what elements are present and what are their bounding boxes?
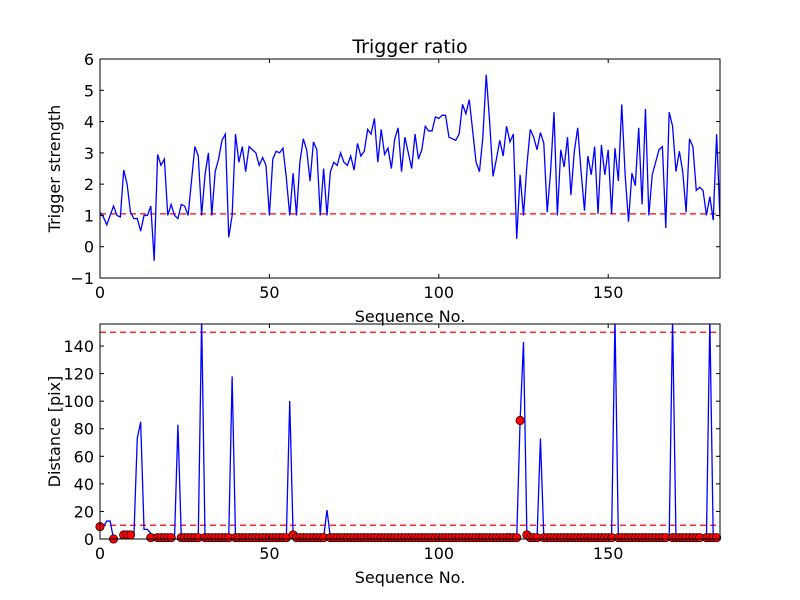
x-axis-label: Sequence No. bbox=[355, 568, 466, 587]
data-point-marker bbox=[166, 533, 176, 543]
y-tick-label: −1 bbox=[70, 269, 94, 288]
plot-frame bbox=[99, 323, 721, 540]
data-point-marker bbox=[712, 533, 722, 543]
y-tick-label: 1 bbox=[84, 206, 94, 225]
y-tick-label: 5 bbox=[84, 81, 94, 100]
y-tick-label: 0 bbox=[84, 530, 94, 549]
data-point-marker bbox=[515, 415, 525, 426]
y-tick-label: 140 bbox=[63, 337, 94, 356]
y-tick-label: 100 bbox=[63, 392, 94, 411]
y-tick-label: 60 bbox=[74, 447, 94, 466]
chart-title: Trigger ratio bbox=[351, 36, 467, 58]
y-tick-label: 120 bbox=[63, 365, 94, 384]
y-axis-label: Distance [pix] bbox=[45, 376, 64, 488]
x-tick-label: 0 bbox=[95, 283, 105, 302]
data-point-marker bbox=[125, 530, 136, 540]
x-tick-label: 150 bbox=[593, 283, 624, 302]
y-axis-label: Trigger strength bbox=[45, 105, 64, 234]
plot-area bbox=[100, 74, 720, 261]
x-tick-label: 0 bbox=[95, 544, 105, 563]
y-tick-label: 2 bbox=[84, 175, 94, 194]
plot-area bbox=[100, 324, 720, 539]
x-tick-label: 100 bbox=[424, 283, 455, 302]
y-tick-label: 80 bbox=[74, 420, 94, 439]
x-tick-label: 100 bbox=[424, 544, 455, 563]
y-tick-label: 6 bbox=[84, 50, 94, 69]
x-tick-label: 50 bbox=[259, 283, 279, 302]
x-axis-label: Sequence No. bbox=[355, 307, 466, 326]
y-tick-label: 0 bbox=[84, 238, 94, 257]
y-tick-label: 4 bbox=[84, 113, 94, 132]
x-tick-label: 150 bbox=[593, 544, 624, 563]
y-tick-label: 3 bbox=[84, 144, 94, 163]
x-tick-label: 50 bbox=[259, 544, 279, 563]
series-line bbox=[100, 74, 720, 261]
bottom-chart-panel: 0 50 100 150 0 20 40 60 80 100 120 140 Sequence No. D… bbox=[45, 323, 722, 587]
y-tick-label: 40 bbox=[74, 475, 94, 494]
series-line bbox=[100, 324, 720, 539]
y-tick-label: 20 bbox=[74, 502, 94, 521]
data-point-marker bbox=[512, 533, 522, 543]
plot-frame bbox=[99, 58, 721, 279]
